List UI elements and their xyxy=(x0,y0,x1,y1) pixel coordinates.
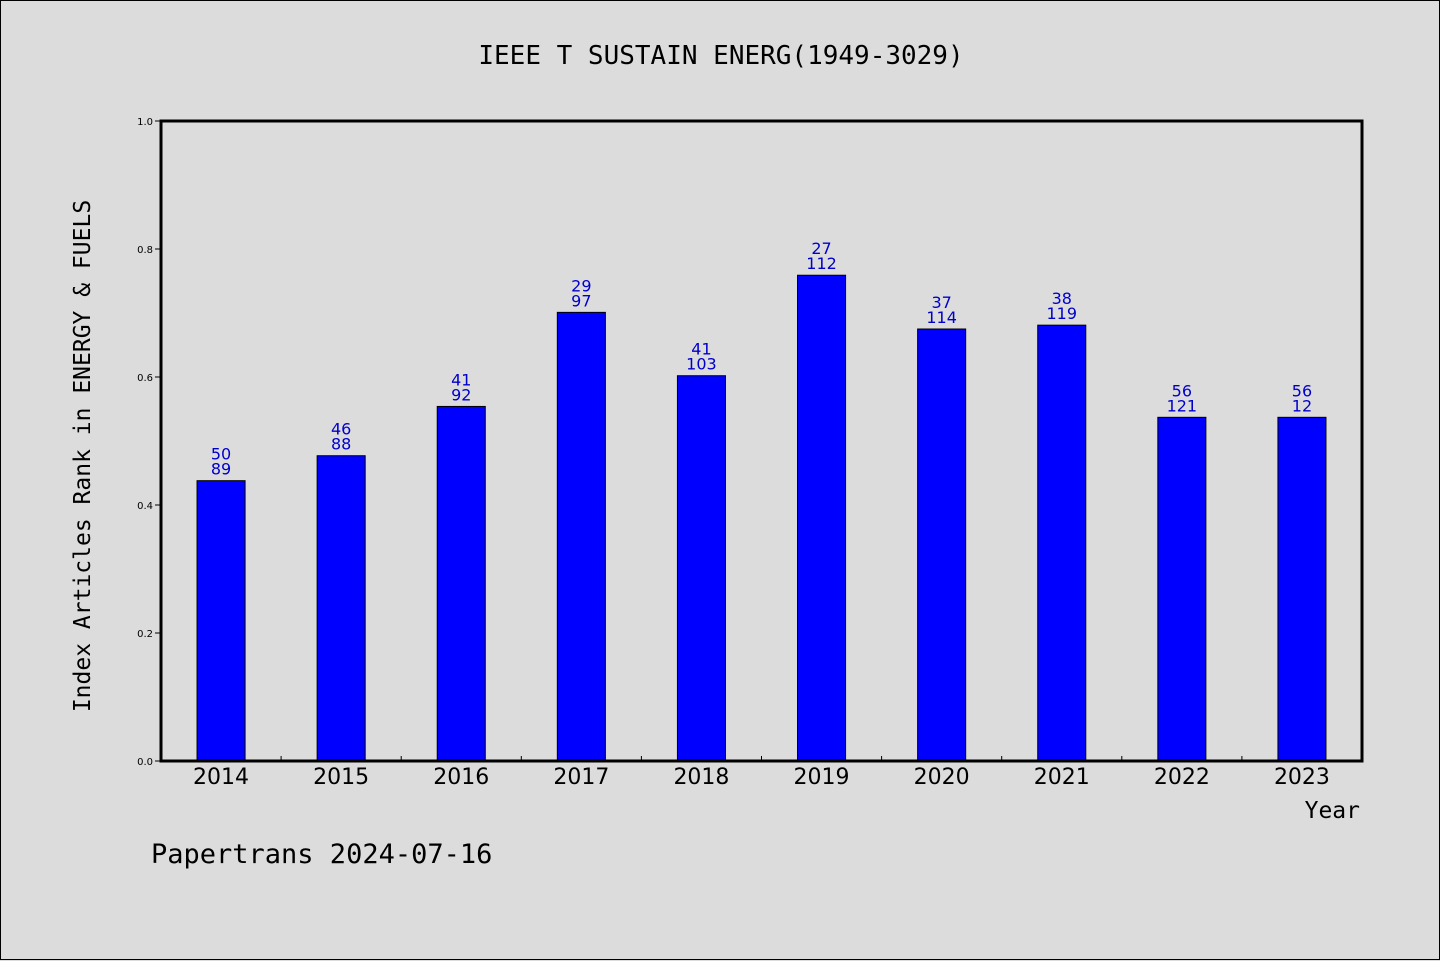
bar-2022 xyxy=(1157,416,1207,762)
data-label-bottom: 92 xyxy=(451,385,471,404)
y-tick-label: 0.2 xyxy=(137,629,153,640)
data-label-bottom: 97 xyxy=(571,291,591,310)
x-tick-label: 2017 xyxy=(553,765,609,790)
bar-2014 xyxy=(196,480,246,762)
y-tick-label: 1.0 xyxy=(137,117,153,128)
bar-2017 xyxy=(556,311,606,762)
bar-2023 xyxy=(1277,416,1327,762)
bar-2021 xyxy=(1037,324,1087,762)
y-tick-label: 0.0 xyxy=(137,757,153,768)
data-label-top: 38 xyxy=(1052,289,1072,308)
data-label-top: 29 xyxy=(571,276,591,295)
bar-2020 xyxy=(917,328,967,762)
data-label-top: 56 xyxy=(1292,381,1312,400)
data-label-bottom: 112 xyxy=(806,254,837,273)
x-tick-label: 2018 xyxy=(673,765,729,790)
data-label-top: 27 xyxy=(811,239,831,258)
x-tick-label: 2019 xyxy=(794,765,850,790)
chart-title: IEEE T SUSTAIN ENERG(1949-3029) xyxy=(478,41,963,71)
x-tick-label: 2022 xyxy=(1154,765,1210,790)
plot-area-border xyxy=(159,119,1364,763)
footer-text: Papertrans 2024-07-16 xyxy=(151,839,492,870)
bar-2019 xyxy=(797,274,847,762)
x-tick-label: 2014 xyxy=(193,765,249,790)
data-label-bottom: 119 xyxy=(1046,304,1077,323)
data-label-top: 41 xyxy=(691,340,711,359)
x-tick-label: 2016 xyxy=(433,765,489,790)
bar-2015 xyxy=(316,455,366,762)
data-label-bottom: 121 xyxy=(1167,396,1198,415)
data-label-bottom: 103 xyxy=(686,355,717,374)
bar-2016 xyxy=(436,405,486,762)
bars-group: 5089468841922997411032711237114381195612… xyxy=(196,239,1327,762)
y-tick-label: 0.4 xyxy=(137,501,153,512)
y-ticks-group: 0.0 0.2 0.4 0.6 0.8 1.0 xyxy=(137,117,161,768)
data-label-bottom: 89 xyxy=(211,460,231,479)
data-label-top: 56 xyxy=(1172,381,1192,400)
bar-2018 xyxy=(676,375,726,762)
data-label-bottom: 88 xyxy=(331,435,351,454)
y-axis-label: Index Articles Rank in ENERGY & FUELS xyxy=(70,200,96,712)
x-tick-label: 2020 xyxy=(914,765,970,790)
data-label-top: 37 xyxy=(931,293,951,312)
x-tick-label: 2021 xyxy=(1034,765,1090,790)
x-tick-label: 2015 xyxy=(313,765,369,790)
data-label-bottom: 12 xyxy=(1292,396,1312,415)
x-tick-label: 2023 xyxy=(1274,765,1330,790)
x-ticks-group: 2014 2015 2016 2017 2018 2019 2020 2021 2022 2023 xyxy=(193,756,1330,790)
data-label-top: 41 xyxy=(451,370,471,389)
data-label-top: 46 xyxy=(331,420,351,439)
y-tick-label: 0.8 xyxy=(137,245,153,256)
x-axis-label: Year xyxy=(1305,798,1360,824)
data-label-bottom: 114 xyxy=(926,308,957,327)
data-label-top: 50 xyxy=(211,445,231,464)
y-tick-label: 0.6 xyxy=(137,373,153,384)
